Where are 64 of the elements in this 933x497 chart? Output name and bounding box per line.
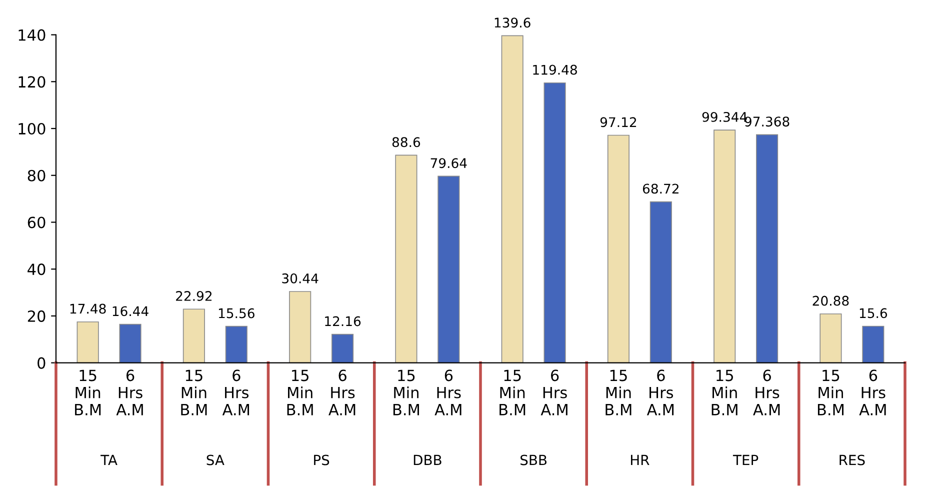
text: 15 Min B.M — [500, 370, 526, 416]
data-label: 12.16 — [325, 316, 361, 326]
text: 15 Min B.M — [818, 370, 844, 416]
bar — [862, 326, 884, 363]
text: 6 Hrs A.M — [222, 370, 250, 416]
text: 15 Min B.M — [75, 370, 101, 416]
text: 6 Hrs A.M — [646, 370, 674, 416]
data-label: 17.48 — [70, 304, 106, 314]
data-label: 119.48 — [533, 64, 577, 75]
data-label: 99.344 — [702, 112, 747, 122]
text: 6 Hrs A.M — [328, 370, 356, 416]
y-tick-label: 40 — [28, 264, 46, 276]
data-label: 20.88 — [812, 296, 849, 306]
bar — [182, 308, 205, 363]
x-tick-label: TEP — [732, 454, 758, 466]
text: 15 Min B.M — [606, 370, 632, 416]
text: 6 Hrs A.M — [540, 370, 568, 416]
bar — [225, 326, 248, 363]
data-label: 79.64 — [430, 158, 467, 168]
x-tick-label: HR — [631, 454, 650, 466]
bar — [331, 334, 354, 363]
data-label: 16.44 — [112, 306, 148, 316]
data-label: 97.12 — [600, 117, 636, 128]
series-label: 6 Hrs A.M — [116, 370, 143, 416]
y-tick-label: 20 — [28, 310, 46, 322]
data-label: 97.368 — [744, 116, 790, 127]
text: 6 Hrs A.M — [859, 370, 886, 416]
text: 6 Hrs A.M — [753, 370, 780, 416]
y-tick-label: 0 — [38, 357, 46, 369]
x-tick-label: DBB — [414, 454, 442, 466]
bar — [119, 324, 142, 363]
y-tick-label: 120 — [18, 76, 46, 88]
bar — [714, 130, 736, 363]
series-label: 15 Min B.M — [393, 370, 419, 416]
x-tick-label: PS — [314, 454, 330, 466]
bar — [650, 201, 672, 363]
bar — [289, 291, 312, 363]
x-tick-label: RES — [840, 454, 865, 466]
data-label: 68.72 — [642, 184, 678, 194]
bar — [607, 134, 630, 363]
y-tick-label: 80 — [28, 170, 46, 182]
data-label: 22.92 — [176, 291, 212, 301]
bar — [76, 321, 99, 363]
text: 15 Min B.M — [181, 370, 207, 416]
x-tick-label: TA — [100, 454, 118, 466]
bar — [820, 313, 842, 363]
data-label: 15.56 — [218, 308, 254, 318]
bar — [544, 82, 566, 363]
data-label: 30.44 — [282, 273, 318, 284]
bar — [438, 176, 460, 363]
bar — [756, 134, 778, 363]
text: 6 Hrs A.M — [434, 370, 462, 416]
data-label: 88.6 — [392, 137, 420, 148]
text: 15 Min B.M — [712, 370, 738, 416]
y-tick-label: 100 — [18, 122, 46, 135]
x-tick-label: SA — [206, 454, 224, 466]
data-label: 15.6 — [860, 308, 888, 318]
bar — [501, 35, 524, 363]
y-tick-label: 60 — [28, 216, 46, 228]
data-label: 139.6 — [494, 18, 530, 28]
y-tick-label: 140 — [18, 29, 46, 41]
x-tick-label: SBB — [520, 454, 547, 466]
text: 15 Min B.M — [287, 370, 313, 416]
bar — [395, 154, 418, 363]
